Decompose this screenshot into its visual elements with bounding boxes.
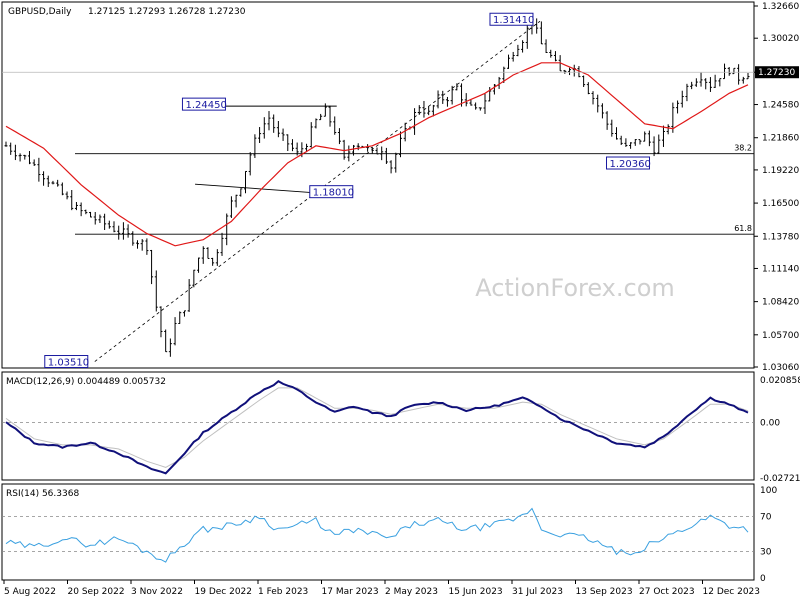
- price-tick-label: 1.32660: [762, 2, 799, 12]
- rsi-title: RSI(14) 56.3368: [6, 489, 79, 499]
- x-tick-label: 13 Sep 2023: [576, 587, 633, 597]
- level-value: 1.20360: [610, 159, 651, 170]
- macd-lines: [5, 379, 749, 475]
- price-level-labels: 1.31410 1.24450 1.20360 1.18010 1.03510: [44, 12, 651, 369]
- rsi-tick-label: 70: [760, 512, 772, 522]
- macd-tick-label: 0.020858: [760, 376, 800, 386]
- level-box: [44, 355, 89, 369]
- x-axis: 5 Aug 2022 20 Sep 2022 3 Nov 2022 19 Dec 20…: [3, 580, 761, 597]
- level-box: [181, 97, 226, 111]
- level-box: [606, 156, 651, 170]
- x-tick-label: 2 May 2023: [385, 587, 438, 597]
- fib-label: 61.8: [734, 224, 752, 233]
- price-bars: [4, 18, 750, 357]
- rsi-tick-label: 100: [760, 486, 777, 496]
- price-tick-label: 1.03060: [762, 363, 799, 373]
- level-label: 1.18010: [309, 185, 354, 199]
- price-panel: ActionForex.com GBPUSD,Daily 1.27125 1.2…: [1, 1, 799, 373]
- current-price: 1.27230: [2, 66, 799, 79]
- price-tick-label: 1.08420: [762, 298, 799, 308]
- fib-label: 38.2: [734, 144, 752, 153]
- level-label: 1.31410: [489, 12, 534, 26]
- x-tick-label: 15 Jun 2023: [449, 587, 503, 597]
- watermark: ActionForex.com: [475, 274, 675, 302]
- ohlc-values: 1.27125 1.27293 1.26728 1.27230: [88, 7, 246, 17]
- rsi-line: [5, 507, 749, 563]
- macd-y-axis: 0.020858 0.00 -0.027213: [2, 376, 800, 484]
- ma-line: [5, 62, 749, 247]
- price-tick-label: 1.21860: [762, 134, 799, 144]
- price-y-axis: 1.32660 1.30020 1.27230 1.24580 1.21860 1.192…: [754, 2, 799, 373]
- chart-title: GBPUSD,Daily: [8, 7, 72, 17]
- rsi-series-line: [5, 507, 749, 563]
- level-value: 1.03510: [48, 358, 89, 369]
- macd-main-line: [5, 379, 749, 475]
- x-tick-label: 31 Jul 2023: [512, 587, 563, 597]
- x-tick-label: 1 Feb 2023: [258, 587, 308, 597]
- price-tick-label: 1.16500: [762, 199, 799, 209]
- moving-average: [5, 62, 749, 247]
- macd-panel: MACD(12,26,9) 0.004489 0.005732 0.020858…: [1, 371, 800, 484]
- level-label: 1.03510: [44, 355, 89, 369]
- price-tick-label: 1.30020: [762, 34, 799, 44]
- macd-tick-label: 0.00: [760, 419, 780, 429]
- level-label: 1.24450: [181, 97, 227, 111]
- level-value: 1.31410: [493, 15, 534, 26]
- level-value: 1.24450: [185, 100, 226, 111]
- rsi-panel: RSI(14) 56.3368 100 70 30 0: [1, 483, 777, 584]
- macd-tick-label: -0.027213: [760, 474, 800, 484]
- macd-signal-line: [5, 387, 749, 468]
- x-tick-label: 17 Mar 2023: [322, 587, 379, 597]
- macd-title: MACD(12,26,9) 0.004489 0.005732: [6, 377, 166, 387]
- rsi-y-axis: 100 70 30 0: [2, 486, 777, 584]
- x-tick-label: 27 Oct 2023: [639, 587, 695, 597]
- x-tick-label: 19 Dec 2022: [195, 587, 253, 597]
- current-price-box: [755, 66, 799, 79]
- level-box: [309, 185, 354, 199]
- level-label: 1.20360: [606, 156, 651, 170]
- level-box: [489, 12, 534, 26]
- price-tick-label: 1.05700: [762, 331, 799, 341]
- price-tick-label: 1.13780: [762, 232, 799, 242]
- rsi-tick-label: 0: [760, 574, 766, 584]
- rsi-tick-label: 30: [760, 548, 772, 558]
- current-price-label: 1.27230: [758, 68, 795, 78]
- x-tick-label: 20 Sep 2022: [68, 587, 125, 597]
- price-tick-label: 1.11140: [762, 264, 799, 274]
- x-tick-label: 5 Aug 2022: [4, 587, 56, 597]
- x-tick-label: 12 Dec 2023: [703, 587, 761, 597]
- price-tick-label: 1.24580: [762, 101, 799, 111]
- level-value: 1.18010: [313, 188, 354, 199]
- x-tick-label: 3 Nov 2022: [131, 587, 183, 597]
- price-tick-label: 1.19220: [762, 166, 799, 176]
- fibonacci-levels: 38.2 61.8: [75, 144, 754, 235]
